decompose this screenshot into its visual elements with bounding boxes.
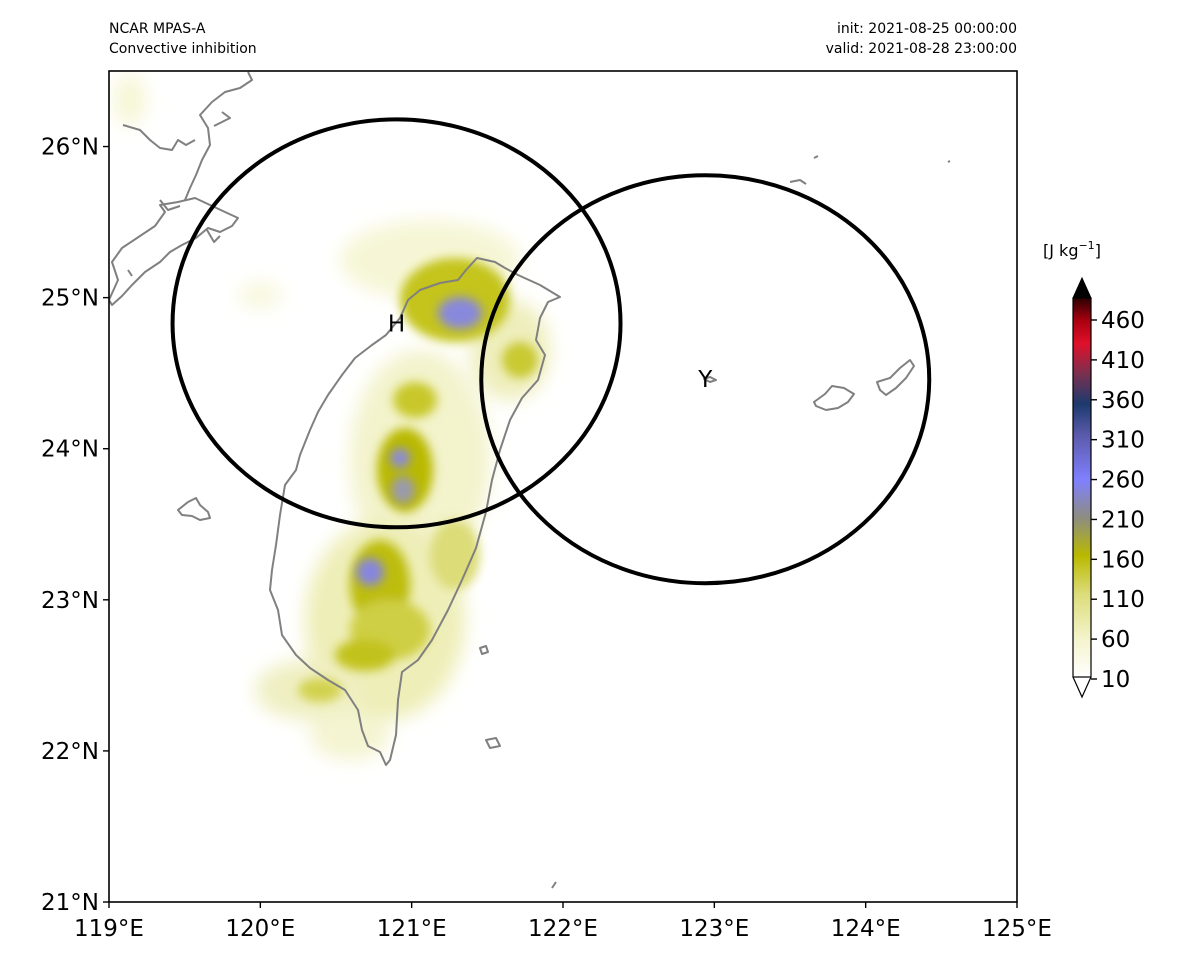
lat-tick-label: 23°N xyxy=(41,588,99,614)
coastal-islets xyxy=(122,111,231,277)
header-right: init: 2021-08-25 00:00:00 valid: 2021-08… xyxy=(826,19,1017,59)
colorbar-tick-label: 460 xyxy=(1101,308,1145,334)
colorbar-tick-label: 410 xyxy=(1101,348,1145,374)
coastlines xyxy=(109,71,951,889)
colorbar-tick-label: 160 xyxy=(1101,547,1145,573)
cin-shading xyxy=(114,74,550,760)
model-name: NCAR MPAS-A xyxy=(109,21,206,37)
valid-time: valid: 2021-08-28 23:00:00 xyxy=(825,41,1017,57)
lon-tick-label: 120°E xyxy=(225,916,295,942)
colorbar-units: [J kg−1] xyxy=(1043,239,1101,260)
lat-tick-label: 26°N xyxy=(41,135,99,161)
colorbar-tick-label: 310 xyxy=(1101,428,1145,454)
colorbar-tick-label: 10 xyxy=(1101,667,1130,693)
lon-tick-label: 123°E xyxy=(679,916,749,942)
range-circle-Y xyxy=(479,173,932,586)
penghu-islands xyxy=(177,497,211,521)
lon-tick-label: 119°E xyxy=(74,916,144,942)
colorbar-tick-label: 360 xyxy=(1101,388,1145,414)
lat-tick-label: 24°N xyxy=(41,437,99,463)
colorbar-extend-max xyxy=(1072,276,1092,299)
small-islet-south xyxy=(551,881,557,889)
yonaguni-island xyxy=(703,376,717,383)
colorbar-tick-label: 110 xyxy=(1101,587,1145,613)
circle-label-H: H xyxy=(388,311,405,337)
colorbar-ramp xyxy=(1073,298,1091,677)
colorbar-tick-label: 260 xyxy=(1101,468,1145,494)
ishigaki-islands xyxy=(813,359,915,411)
lon-tick-label: 122°E xyxy=(528,916,598,942)
green-island xyxy=(479,645,489,655)
lat-tick-label: 22°N xyxy=(41,739,99,765)
header-left: NCAR MPAS-A Convective inhibition xyxy=(109,19,257,59)
taiwan-coastline xyxy=(269,257,561,766)
lat-tick-label: 25°N xyxy=(41,286,99,312)
range-circle-H xyxy=(170,117,623,530)
small-islets-north xyxy=(789,155,951,185)
lon-tick-label: 121°E xyxy=(377,916,447,942)
field-name: Convective inhibition xyxy=(109,41,257,57)
colorbar-tick-label: 210 xyxy=(1101,507,1145,533)
colorbar-extend-min xyxy=(1072,676,1092,699)
init-time: init: 2021-08-25 00:00:00 xyxy=(837,21,1017,37)
cin-high-values xyxy=(356,297,482,586)
circle-label-Y: Y xyxy=(697,367,713,393)
plot-frame xyxy=(108,70,1018,903)
colorbar: [J kg−1] 10 60 110 160 210 260 310 360 410 460 xyxy=(1043,239,1145,699)
lon-tick-label: 125°E xyxy=(982,916,1052,942)
mainland-coast-north xyxy=(184,71,253,201)
mainland-coast xyxy=(109,197,239,306)
colorbar-outline xyxy=(1072,297,1092,678)
colorbar-ticks: 10 60 110 160 210 260 310 360 410 460 xyxy=(1091,308,1145,693)
orchid-island xyxy=(485,737,501,749)
axes-layer: 119°E 120°E 121°E 122°E 123°E 124°E 125°E 21°N 2… xyxy=(41,135,1052,942)
circles-layer: HY xyxy=(170,117,932,586)
colorbar-tick-label: 60 xyxy=(1101,627,1130,653)
lat-tick-label: 21°N xyxy=(41,890,99,916)
lon-tick-label: 124°E xyxy=(831,916,901,942)
